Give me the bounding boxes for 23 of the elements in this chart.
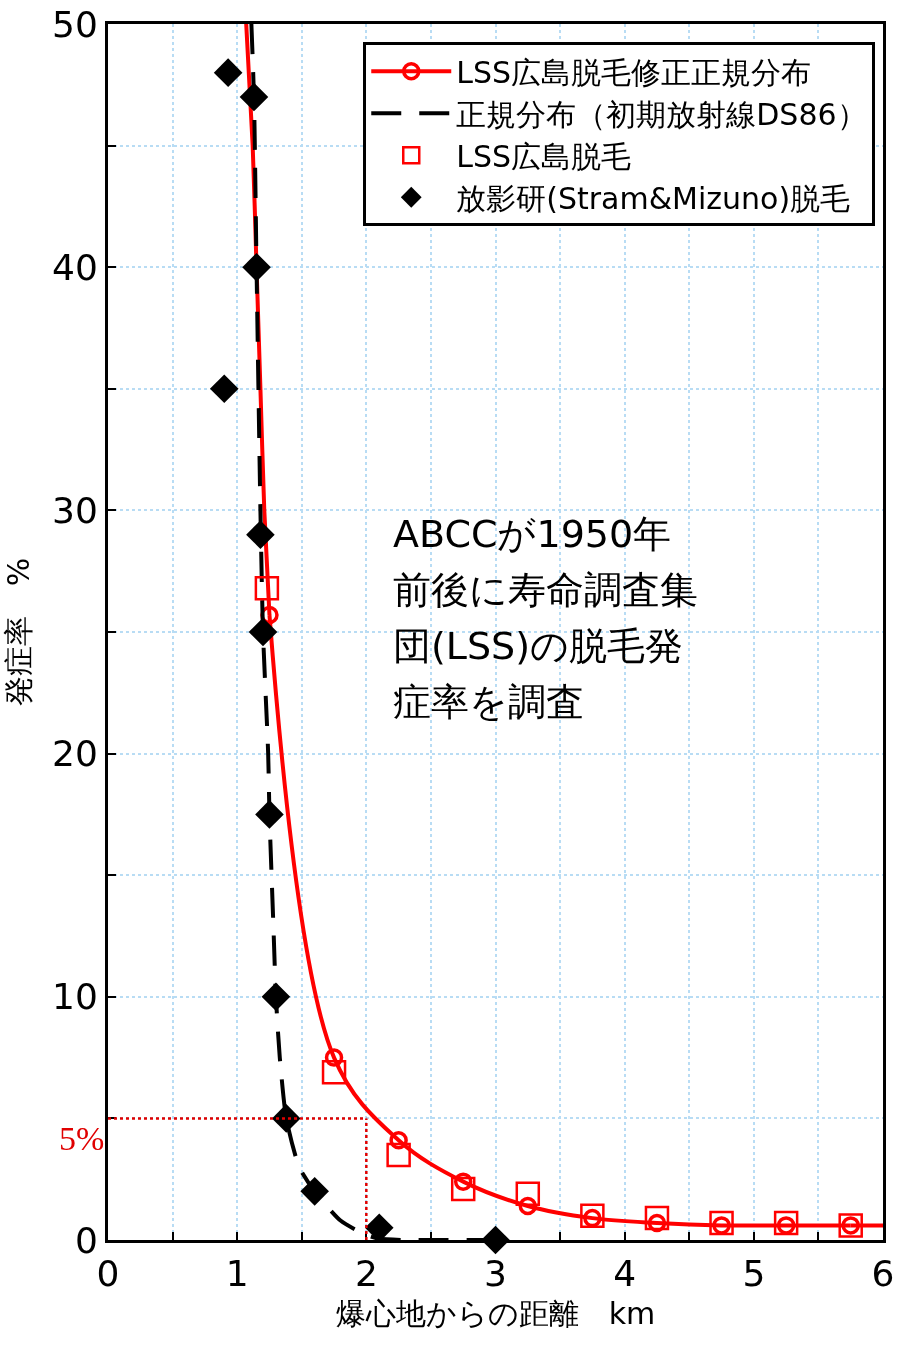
- legend-label: 放影研(Stram&Mizuno)脱毛: [456, 180, 851, 216]
- x-axis-title: 爆心地からの距離 km: [335, 1295, 656, 1331]
- x-tick-label: 4: [613, 1253, 637, 1295]
- x-tick-label: 6: [871, 1253, 895, 1295]
- y-tick-label: 10: [51, 976, 98, 1018]
- x-tick-label: 2: [354, 1253, 378, 1295]
- annotation: 症率を調査: [393, 680, 584, 724]
- y-tick-label: 0: [74, 1219, 98, 1261]
- ref-line-label: 5%: [59, 1120, 105, 1157]
- legend-label: LSS広島脱毛修正正規分布: [456, 54, 812, 90]
- annotation: 前後に寿命調査集: [393, 568, 698, 612]
- annotation: 団(LSS)の脱毛発: [393, 624, 684, 668]
- x-tick-label: 1: [225, 1253, 249, 1295]
- y-tick-label: 20: [51, 733, 98, 775]
- x-tick-label: 5: [742, 1253, 766, 1295]
- y-axis-title: 発症率 %: [0, 557, 36, 707]
- x-tick-label: 3: [484, 1253, 507, 1295]
- y-tick-label: 40: [51, 246, 98, 288]
- annotation: ABCCが1950年: [393, 512, 672, 556]
- legend-label: LSS広島脱毛: [456, 138, 632, 174]
- y-tick-label: 30: [51, 490, 98, 531]
- y-tick-label: 50: [51, 3, 98, 45]
- legend-label: 正規分布（初期放射線DS86）: [456, 96, 867, 132]
